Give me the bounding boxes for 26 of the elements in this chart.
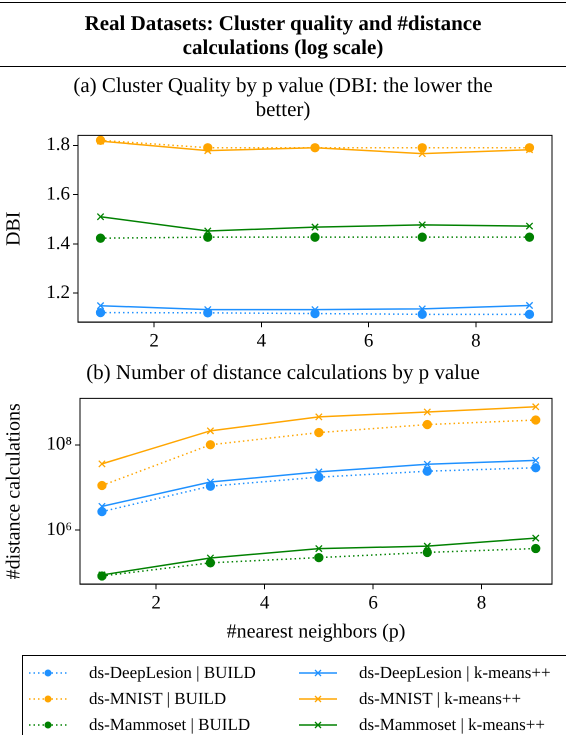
y-tick-label: 1.4 xyxy=(46,232,70,254)
x-tick-label: 8 xyxy=(476,592,486,614)
x-tick-label: 6 xyxy=(368,592,378,614)
y-axis-title: DBI xyxy=(2,212,24,246)
x-tick-label: 4 xyxy=(256,330,267,352)
chart-subtitle: (a) Cluster Quality by p value (DBI: the lower the better) xyxy=(72,73,494,121)
y-tick-label: 1.6 xyxy=(46,184,70,205)
legend-label: ds-MNIST | BUILD xyxy=(89,689,226,709)
x-tick-label: 2 xyxy=(149,330,159,352)
y-tick-label: 10⁸ xyxy=(46,434,72,455)
chart-title: Real Datasets: Cluster quality and #distance calculations (log scale) xyxy=(0,2,566,67)
legend-label: ds-MNIST | k-means++ xyxy=(359,689,522,709)
chart-title: (b) Number of distance calculations by p value xyxy=(85,360,481,384)
x-tick-label: 4 xyxy=(260,592,270,614)
x-tick-label: 8 xyxy=(471,330,481,352)
legend-label: ds-DeepLesion | k-means++ xyxy=(359,663,551,683)
y-tick-label: 10⁶ xyxy=(46,519,72,540)
legend-label: ds-DeepLesion | BUILD xyxy=(89,663,256,683)
y-tick-label: 1.8 xyxy=(46,134,70,156)
x-tick-label: 6 xyxy=(364,330,374,352)
y-tick-label: 1.2 xyxy=(46,282,70,304)
x-axis-title: #nearest neighbors (p) xyxy=(226,620,406,642)
y-axis-title: #distance calculations xyxy=(2,403,24,580)
legend-label: ds-Mammoset | k-means++ xyxy=(359,715,545,735)
legend-label: ds-Mammoset | BUILD xyxy=(89,715,250,735)
x-tick-label: 2 xyxy=(151,592,161,614)
